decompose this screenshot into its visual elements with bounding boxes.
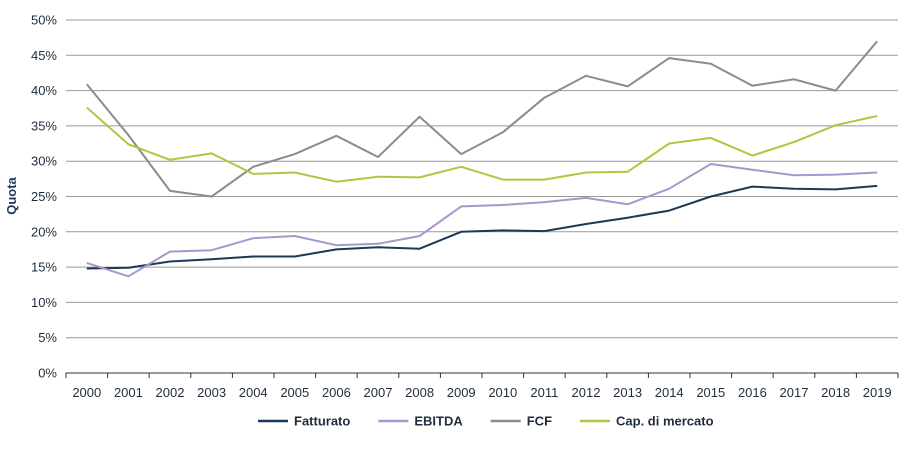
series-line-cap-di-mercato xyxy=(86,106,878,183)
y-tick-label: 25% xyxy=(31,189,57,204)
x-tick-label: 2007 xyxy=(364,385,393,400)
x-tick-label: 2013 xyxy=(613,385,642,400)
x-tick-label: 2002 xyxy=(156,385,185,400)
x-tick-label: 2018 xyxy=(821,385,850,400)
y-tick-label: 30% xyxy=(31,154,57,169)
x-tick-label: 2012 xyxy=(572,385,601,400)
x-tick-label: 2003 xyxy=(197,385,226,400)
y-tick-label: 20% xyxy=(31,224,57,239)
legend-label-cap-di-mercato: Cap. di mercato xyxy=(616,414,714,429)
y-tick-label: 5% xyxy=(38,330,57,345)
x-tick-label: 2010 xyxy=(488,385,517,400)
legend: Fatturato EBITDA FCF Cap. di mercato xyxy=(258,414,714,429)
y-tick-label: 40% xyxy=(31,83,57,98)
series-lines xyxy=(86,40,878,278)
y-axis-label: Quota xyxy=(4,176,19,214)
legend-label-ebitda: EBITDA xyxy=(414,414,463,429)
x-axis-ticks: 2000 2001 2002 2003 2004 2005 2006 2007 2008 2009… xyxy=(65,373,899,400)
legend-label-fatturato: Fatturato xyxy=(294,414,350,429)
x-tick-label: 2000 xyxy=(72,385,101,400)
x-tick-label: 2009 xyxy=(447,385,476,400)
x-tick-label: 2008 xyxy=(405,385,434,400)
y-tick-label: 0% xyxy=(38,366,57,381)
y-tick-label: 10% xyxy=(31,295,57,310)
y-tick-label: 35% xyxy=(31,118,57,133)
x-tick-label: 2017 xyxy=(780,385,809,400)
x-tick-label: 2019 xyxy=(863,385,892,400)
x-tick-label: 2016 xyxy=(738,385,767,400)
x-tick-label: 2011 xyxy=(530,385,558,400)
x-tick-label: 2005 xyxy=(280,385,309,400)
y-tick-label: 50% xyxy=(31,13,57,28)
x-tick-label: 2006 xyxy=(322,385,351,400)
legend-label-fcf: FCF xyxy=(527,414,552,429)
x-tick-label: 2015 xyxy=(696,385,725,400)
x-tick-label: 2014 xyxy=(655,385,684,400)
y-tick-label: 45% xyxy=(31,48,57,63)
gridlines xyxy=(66,19,898,339)
series-line-fcf xyxy=(86,40,878,198)
x-tick-label: 2001 xyxy=(114,385,143,400)
y-axis-ticks: 0% 5% 10% 15% 20% 25% 30% 35% 40% 45% 50% xyxy=(31,13,57,381)
series-line-ebitda xyxy=(86,163,878,278)
y-tick-label: 15% xyxy=(31,260,57,275)
series-line-fatturato xyxy=(86,184,878,270)
x-tick-label: 2004 xyxy=(239,385,268,400)
